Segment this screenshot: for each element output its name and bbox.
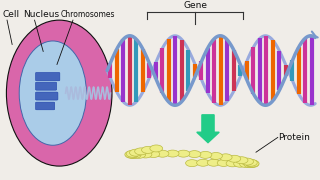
FancyArrow shape <box>197 115 219 143</box>
FancyBboxPatch shape <box>36 102 55 110</box>
Circle shape <box>186 160 198 167</box>
Text: Chromosomes: Chromosomes <box>61 10 115 19</box>
Circle shape <box>135 148 148 155</box>
Circle shape <box>188 151 201 158</box>
Circle shape <box>235 157 248 164</box>
Text: Gene: Gene <box>183 1 207 10</box>
Ellipse shape <box>6 20 112 166</box>
Circle shape <box>130 149 142 156</box>
Circle shape <box>147 151 160 158</box>
Circle shape <box>207 159 220 166</box>
Circle shape <box>139 151 152 158</box>
Circle shape <box>156 150 169 157</box>
FancyBboxPatch shape <box>36 82 57 90</box>
Circle shape <box>244 161 257 168</box>
Text: Cell: Cell <box>3 10 20 19</box>
Circle shape <box>199 151 212 158</box>
Circle shape <box>244 159 257 166</box>
Circle shape <box>246 160 259 167</box>
Circle shape <box>219 154 232 161</box>
Ellipse shape <box>19 41 86 145</box>
Circle shape <box>234 160 246 167</box>
Circle shape <box>241 158 253 165</box>
Circle shape <box>177 150 190 157</box>
Text: Nucleus: Nucleus <box>23 10 60 19</box>
Circle shape <box>133 151 146 158</box>
Circle shape <box>246 161 259 168</box>
Circle shape <box>141 147 154 153</box>
Circle shape <box>125 151 138 158</box>
Circle shape <box>125 151 138 158</box>
Circle shape <box>166 150 179 157</box>
Text: Protein: Protein <box>278 133 310 142</box>
Circle shape <box>196 159 209 166</box>
Circle shape <box>226 160 239 167</box>
Circle shape <box>150 145 163 152</box>
Circle shape <box>228 155 241 162</box>
FancyBboxPatch shape <box>36 72 60 81</box>
FancyBboxPatch shape <box>36 92 58 100</box>
Circle shape <box>240 161 252 168</box>
Circle shape <box>128 152 141 159</box>
Circle shape <box>210 152 222 159</box>
Circle shape <box>126 150 139 157</box>
Circle shape <box>217 159 230 166</box>
